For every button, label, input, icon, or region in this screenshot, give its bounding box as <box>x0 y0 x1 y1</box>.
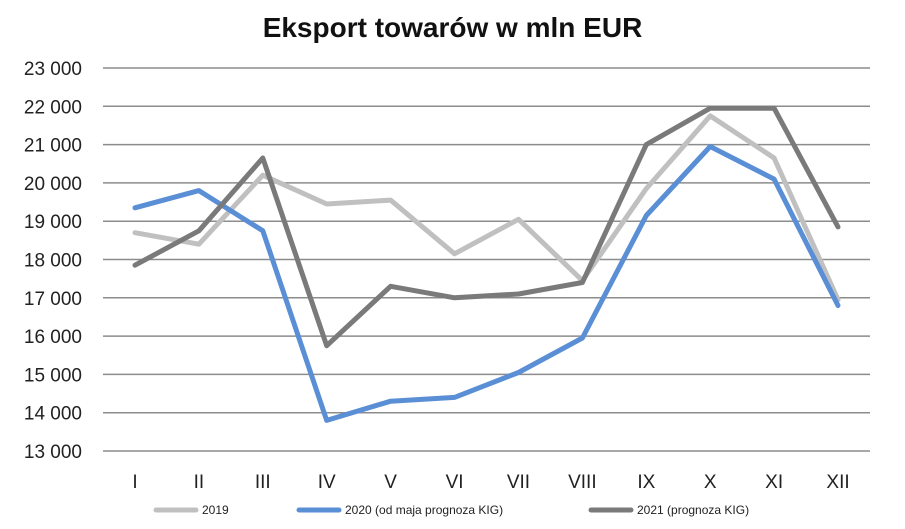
y-tick-label: 16 000 <box>24 327 82 348</box>
x-tick-label: X <box>704 472 717 493</box>
x-tick-label: V <box>384 472 397 493</box>
x-tick-label: IV <box>318 472 336 493</box>
legend-label: 2019 <box>202 503 229 517</box>
y-tick-label: 21 000 <box>24 136 82 157</box>
y-tick-label: 22 000 <box>24 97 82 118</box>
series-line-1 <box>132 113 841 303</box>
y-tick-label: 17 000 <box>24 289 82 310</box>
y-tick-label: 23 000 <box>24 59 82 80</box>
x-tick-label: VII <box>507 472 530 493</box>
legend-label: 2020 (od maja prognoza KIG) <box>345 503 503 517</box>
series-line-2 <box>132 144 841 423</box>
grid-lines <box>103 67 870 452</box>
x-tick-label: III <box>255 472 271 493</box>
x-tick-label: XII <box>826 472 849 493</box>
x-tick-label: VIII <box>568 472 597 493</box>
x-tick-label: XI <box>765 472 783 493</box>
series-lines <box>132 105 841 423</box>
y-tick-label: 18 000 <box>24 251 82 272</box>
y-tick-label: 13 000 <box>24 442 82 463</box>
x-tick-label: I <box>132 472 137 493</box>
x-axis-labels: I II III IV V VI VII VIII IX X XI XII <box>132 472 849 493</box>
series-line-3 <box>132 105 841 349</box>
chart-title: Eksport towarów w mln EUR <box>262 12 643 43</box>
y-axis-labels: 13 000 14 000 15 000 16 000 17 000 18 000 19 0… <box>24 59 82 463</box>
y-tick-label: 20 000 <box>24 174 82 195</box>
x-tick-label: VI <box>446 472 464 493</box>
y-tick-label: 15 000 <box>24 365 82 386</box>
x-tick-label: II <box>194 472 205 493</box>
legend-label: 2021 (prognoza KIG) <box>637 503 749 517</box>
y-tick-label: 14 000 <box>24 404 82 425</box>
y-tick-label: 19 000 <box>24 212 82 233</box>
x-tick-label: IX <box>637 472 655 493</box>
legend: 2019 2020 (od maja prognoza KIG) 2021 (pro… <box>153 503 749 517</box>
